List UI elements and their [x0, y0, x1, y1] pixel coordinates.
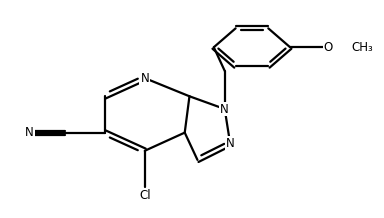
Text: N: N [220, 102, 229, 116]
Text: Cl: Cl [139, 189, 151, 202]
Text: CH₃: CH₃ [352, 41, 374, 54]
Text: O: O [324, 41, 333, 54]
Text: N: N [226, 137, 235, 150]
Text: N: N [25, 126, 34, 139]
Text: N: N [141, 72, 149, 85]
